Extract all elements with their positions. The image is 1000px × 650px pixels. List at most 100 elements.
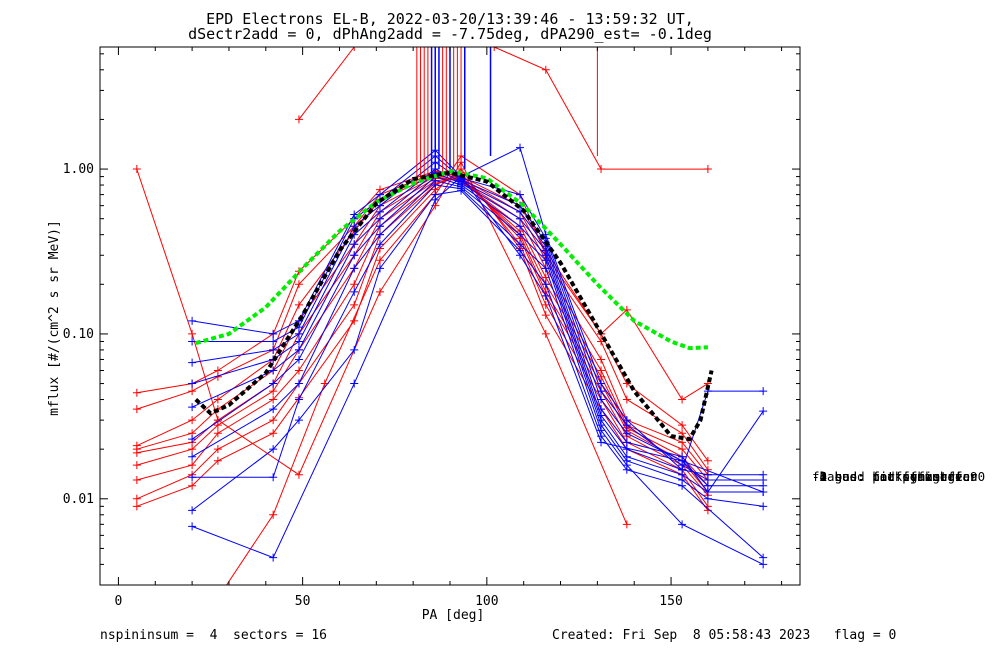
red-series-12-point-2 [597,165,606,174]
blue-series-6-point-7 [516,230,524,239]
red-series-6-point-4 [294,366,303,375]
red-series-1-point-12 [622,395,631,404]
blue-series-5-point-7 [516,222,524,231]
red-series-7-point-10 [541,300,550,309]
blue-series-3-line [191,168,764,493]
blue-series-2-point-10 [622,429,631,438]
red-series-7-line [136,172,709,507]
red-series-1-line [136,172,709,471]
blue-series-4-point-2 [294,345,303,354]
blue-series-9-point-3 [431,195,440,204]
chart-title-line2: dSectr2add = 0, dPhAng2add = -7.75deg, d… [188,25,712,43]
red-series-9-point-0 [132,165,141,174]
red-series-12-point-0 [490,47,499,51]
blue-series-8-point-1 [269,445,278,454]
blue-series-6-point-1 [269,405,278,414]
blue-series-1-point-7 [516,190,524,199]
blue-series-5-line [191,176,764,493]
blue-series-5-point-3 [350,251,359,260]
red-series-8-point-1 [188,481,197,490]
blue-series-4-point-1 [269,366,278,375]
red-series-8-point-2 [213,456,222,465]
blue-series-8-point-2 [294,416,303,425]
blue-series-0-point-7 [516,143,524,152]
x-tick-label-1: 50 [295,594,311,609]
blue-series-6-point-4 [376,230,384,239]
blue-series-5-point-4 [376,222,384,231]
red-series-5-point-3 [269,387,278,396]
blue-series-8-point-10 [622,465,631,474]
blue-series-4-point-4 [376,214,384,223]
red-series-6-point-5 [350,280,359,289]
red-series-6-point-0 [132,476,141,485]
blue-series-1-point-10 [622,421,631,430]
blue-series-9-point-1 [269,553,278,562]
blue-series-9-point-5 [516,251,524,260]
blue-series-9-point-2 [350,379,359,388]
blue-series-6-point-8 [541,256,550,265]
blue-series-2-line [192,161,764,487]
red-series-1-point-1 [188,387,197,396]
blue-series-7-point-3 [350,287,359,296]
x-axis-label: PA [deg] [422,608,485,623]
blue-series-9-point-8 [678,456,687,465]
red-series-7-point-2 [213,445,222,454]
y-axis-label: mflux [#/(cm^2 s sr MeV)] [47,220,62,416]
blue-series-7-point-8 [541,264,550,273]
footer-left: nspininsum = 4 sectors = 16 [100,628,327,643]
blue-series-6-point-2 [294,379,303,388]
red-series-7-point-5 [350,300,359,309]
blue-series-1 [188,152,768,485]
blue-series-7-point-1 [269,473,278,482]
red-series-6-point-3 [269,395,278,404]
curves-layer [132,47,768,585]
x-tick-label-2: 100 [475,594,498,609]
red-series-8-point-3 [269,429,278,438]
blue-series-4-line [191,172,764,471]
red-series-6-point-2 [213,429,222,438]
red-series-0-point-13 [678,421,687,430]
blue-series-8-point-3 [350,345,359,354]
red-series-9-point-4 [376,287,384,296]
blue-series-4 [188,168,768,474]
blue-series-9-point-7 [597,438,606,447]
legend-item-1: 1 bad: not converge [812,469,963,484]
red-series-4-point-0 [132,448,141,457]
blue-series-6-point-3 [350,264,359,273]
blue-series-6-point-0 [188,452,197,461]
blue-series-5 [188,172,768,496]
red-series-9-point-3 [294,470,303,479]
red-series-11-point-0 [294,115,303,124]
red-series-12-point-1 [541,65,550,74]
red-series-2-point-2 [213,395,222,404]
y-tick-label-1: 0.10 [63,327,94,342]
blue-series-8-point-6 [457,186,466,195]
red-series-12 [490,47,712,174]
blue-series-0-point-1 [269,329,278,338]
red-series-12-point-3 [703,165,712,174]
red-series-10-point-10 [678,395,687,404]
blue-series-3-point-2 [294,337,303,346]
y-tick-label-2: 1.00 [63,162,94,177]
x-tick-label-3: 150 [659,594,682,609]
red-series-7-point-0 [132,494,141,503]
footer-right: Created: Fri Sep 8 05:58:43 2023 flag = … [552,628,897,643]
red-series-9-point-7 [541,329,550,338]
chart-title-line1: EPD Electrons EL-B, 2022-03-20/13:39:46 … [206,10,694,28]
plot-area [132,47,768,585]
red-series-9 [132,158,631,529]
legend-item-6: -3 sus: fit peak off 90 [812,469,986,484]
blue-series-5-point-0 [188,435,197,444]
blue-series-4-point-0 [188,403,197,412]
blue-series-4-point-7 [516,214,524,223]
legend-item-3: 3 bad: bad fgm state [812,469,971,484]
blue-series-2-point-1 [269,345,278,354]
red-series-5-point-0 [132,461,141,470]
legend-item-0: 0 good fit [812,469,895,484]
blue-series-8-point-8 [541,280,550,289]
red-series-2-point-11 [597,355,606,364]
red-series-3 [132,172,712,485]
blue-series-9-point-0 [188,522,197,531]
blue-series-8-point-12 [759,553,768,562]
red-series-11-point-1 [350,47,359,51]
